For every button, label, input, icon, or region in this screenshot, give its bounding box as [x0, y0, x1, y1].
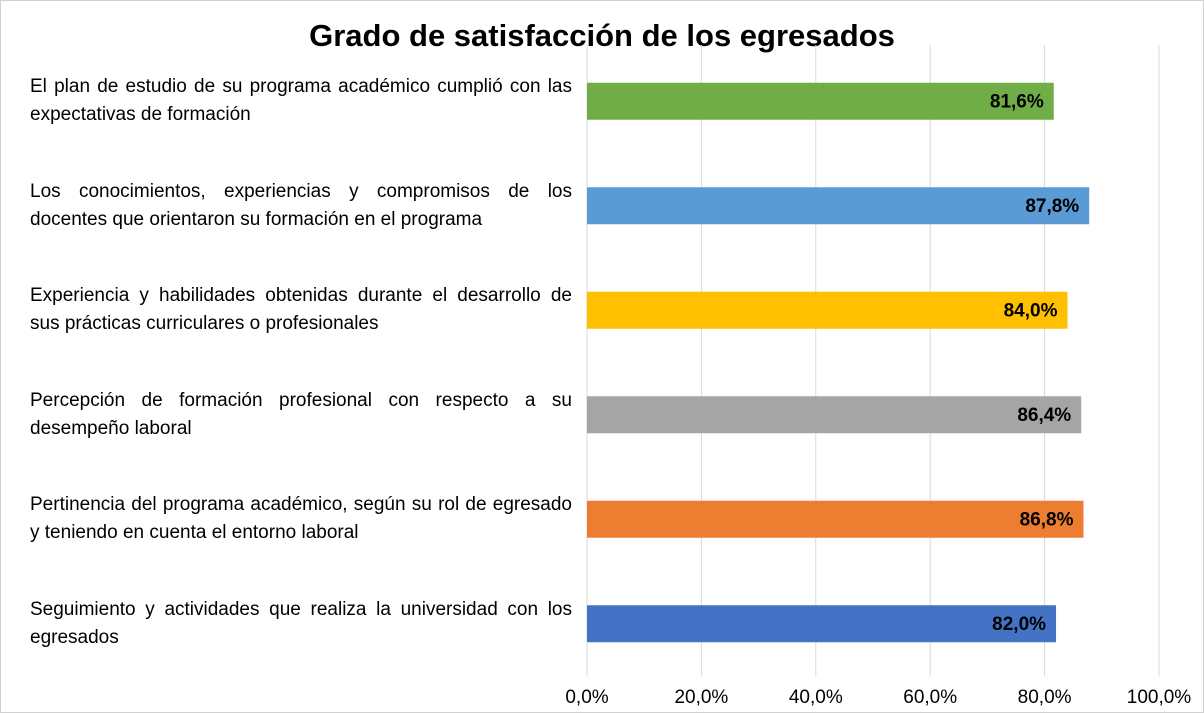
x-tick-label: 100,0% [1127, 687, 1192, 708]
x-tick-label: 60,0% [903, 687, 957, 708]
category-label: El plan de estudio de su programa académ… [30, 76, 572, 126]
category-label: Seguimiento y actividades que realiza la… [30, 598, 572, 648]
category-label: Experiencia y habilidades obtenidas dura… [30, 285, 572, 335]
x-tick-label: 80,0% [1018, 687, 1072, 708]
x-tick-label: 20,0% [674, 687, 728, 708]
value-label: 84,0% [1004, 300, 1058, 321]
bar [587, 82, 1054, 120]
value-label: 81,6% [990, 91, 1044, 112]
bar [587, 291, 1068, 329]
value-label: 82,0% [992, 614, 1046, 635]
value-label: 86,8% [1020, 509, 1074, 530]
bar [587, 187, 1090, 225]
bar [587, 605, 1057, 643]
x-tick-label: 0,0% [565, 687, 608, 708]
category-label: Pertinencia del programa académico, segú… [30, 494, 572, 544]
x-tick-label: 40,0% [789, 687, 843, 708]
category-label: Los conocimientos, experiencias y compro… [30, 180, 572, 230]
bar [587, 396, 1082, 434]
bar [587, 500, 1084, 538]
value-label: 87,8% [1025, 196, 1079, 217]
category-label: Percepción de formación profesional con … [30, 389, 572, 439]
value-label: 86,4% [1017, 405, 1071, 426]
chart-title: Grado de satisfacción de los egresados [309, 18, 895, 53]
